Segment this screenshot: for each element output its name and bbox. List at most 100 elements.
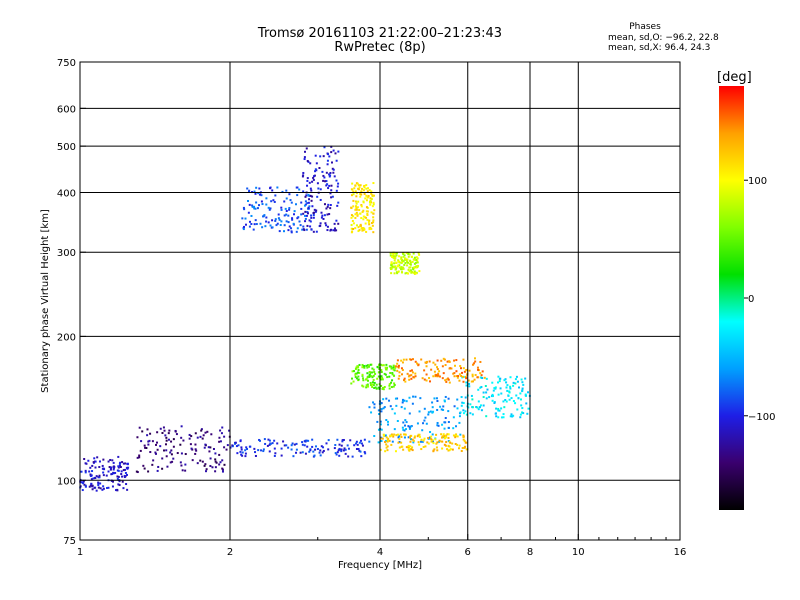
- echo-point: [463, 440, 466, 443]
- echo-point: [431, 439, 434, 442]
- echo-point: [98, 474, 101, 477]
- echo-point: [165, 436, 168, 439]
- echo-point: [401, 361, 404, 364]
- echo-point: [282, 440, 285, 443]
- echo-point: [292, 222, 295, 225]
- echo-point: [401, 401, 404, 404]
- echo-point: [322, 446, 325, 449]
- echo-point: [285, 209, 288, 212]
- echo-point: [412, 271, 415, 274]
- echo-point: [271, 189, 274, 192]
- echo-point: [432, 450, 435, 453]
- echo-point: [391, 440, 394, 443]
- echo-point: [220, 432, 223, 435]
- echo-point: [459, 433, 462, 436]
- echo-point: [349, 439, 352, 442]
- echo-point: [438, 440, 441, 443]
- echo-point: [335, 229, 338, 232]
- echo-point: [443, 421, 446, 424]
- echo-point: [380, 369, 383, 372]
- echo-point: [393, 433, 396, 436]
- echo-point: [357, 378, 360, 381]
- echo-point: [401, 445, 404, 448]
- echo-point: [456, 443, 459, 446]
- echo-point: [112, 480, 115, 483]
- echo-point: [329, 192, 332, 195]
- echo-point: [295, 230, 298, 233]
- echo-point: [357, 188, 360, 191]
- echo-point: [305, 228, 308, 231]
- echo-point: [408, 270, 411, 273]
- echo-point: [121, 480, 124, 483]
- echo-point: [206, 430, 209, 433]
- echo-point: [371, 224, 374, 227]
- echo-point: [430, 440, 433, 443]
- echo-point: [427, 442, 430, 445]
- echo-point: [497, 416, 500, 419]
- echo-point: [354, 208, 357, 211]
- echo-point: [391, 408, 394, 411]
- echo-point: [459, 411, 462, 414]
- echo-point: [279, 224, 282, 227]
- echo-point: [411, 358, 414, 361]
- echo-point: [371, 385, 374, 388]
- echo-point: [414, 372, 417, 375]
- echo-point: [324, 222, 327, 225]
- echo-point: [228, 429, 231, 432]
- echo-point: [329, 174, 332, 177]
- echo-point: [81, 489, 84, 492]
- echo-point: [93, 457, 96, 460]
- echo-point: [275, 224, 278, 227]
- echo-point: [310, 214, 313, 217]
- echo-point: [278, 230, 281, 233]
- echo-point: [470, 394, 473, 397]
- echo-point: [377, 441, 380, 444]
- echo-point: [229, 446, 232, 449]
- echo-point: [124, 462, 127, 465]
- echo-point: [304, 220, 307, 223]
- echo-point: [409, 425, 412, 428]
- echo-point: [397, 436, 400, 439]
- echo-point: [358, 371, 361, 374]
- echo-point: [113, 466, 116, 469]
- echo-point: [368, 219, 371, 222]
- echo-point: [248, 203, 251, 206]
- echo-point: [498, 380, 501, 383]
- echo-point: [509, 387, 512, 390]
- echo-point: [201, 437, 204, 440]
- echo-point: [148, 439, 151, 442]
- echo-point: [435, 433, 438, 436]
- echo-point: [101, 464, 104, 467]
- echo-point: [200, 428, 203, 431]
- echo-point: [451, 442, 454, 445]
- echo-point: [304, 195, 307, 198]
- echo-point: [372, 374, 375, 377]
- echo-point: [239, 450, 242, 453]
- echo-point: [342, 438, 345, 441]
- echo-point: [371, 371, 374, 374]
- echo-point: [155, 443, 158, 446]
- echo-point: [314, 210, 317, 213]
- echo-point: [351, 377, 354, 380]
- echo-point: [493, 401, 496, 404]
- echo-point: [447, 421, 450, 424]
- echo-point: [372, 194, 375, 197]
- echo-point: [455, 370, 458, 373]
- echo-point: [117, 475, 120, 478]
- echo-point: [165, 439, 168, 442]
- echo-point: [371, 376, 374, 379]
- echo-point: [209, 446, 212, 449]
- echo-point: [142, 464, 145, 467]
- echo-point: [322, 174, 325, 177]
- echo-point: [290, 448, 293, 451]
- echo-point: [367, 195, 370, 198]
- echo-point: [309, 220, 312, 223]
- echo-point: [357, 184, 360, 187]
- echo-point: [455, 375, 458, 378]
- echo-point: [357, 447, 360, 450]
- echo-point: [372, 216, 375, 219]
- echo-point: [406, 264, 409, 267]
- echo-point: [172, 445, 175, 448]
- phases-title: Phases: [629, 22, 661, 32]
